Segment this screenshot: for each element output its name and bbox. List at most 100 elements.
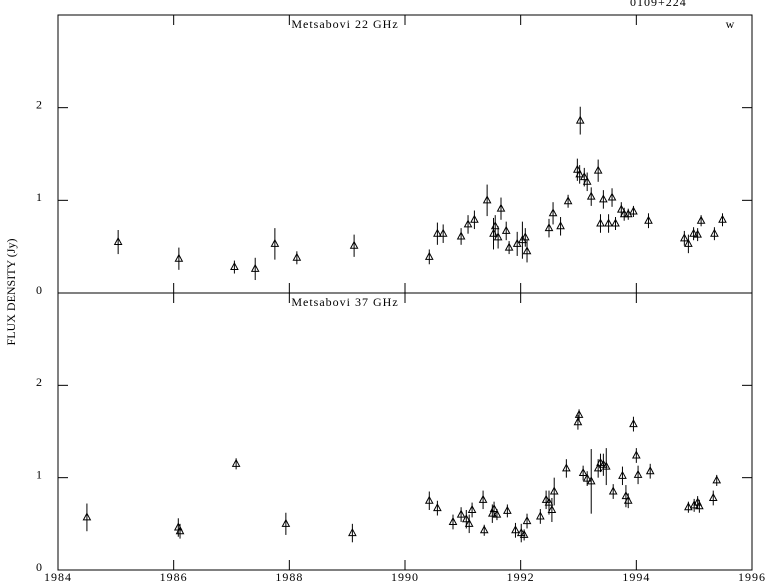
- y-axis-label: FLUX DENSITY (Jy): [4, 239, 18, 346]
- data-point: [573, 164, 582, 173]
- data-point: [604, 218, 613, 227]
- data-point: [461, 514, 471, 523]
- x-tick-label: 1994: [622, 570, 650, 584]
- data-point: [631, 450, 641, 459]
- data-point: [230, 261, 239, 271]
- data-point: [535, 511, 545, 520]
- panel-title: Metsabovi 37 GHz: [291, 295, 398, 309]
- data-point: [544, 223, 554, 232]
- data-point: [547, 504, 557, 513]
- data-point: [496, 203, 506, 212]
- data-point: [679, 233, 689, 242]
- data-point: [616, 204, 626, 213]
- data-point: [478, 494, 488, 503]
- data-point: [519, 529, 529, 538]
- data-point: [578, 467, 588, 477]
- data-point: [281, 518, 291, 527]
- data-point: [489, 504, 499, 513]
- source-label: 0109+224: [630, 0, 687, 9]
- y-tick-label: 2: [36, 375, 42, 389]
- data-point: [621, 491, 631, 500]
- y-tick-label: 0: [36, 560, 42, 574]
- data-point: [708, 492, 718, 501]
- data-point: [593, 165, 603, 174]
- data-point: [696, 215, 706, 224]
- data-point: [522, 246, 532, 255]
- data-point: [601, 461, 611, 470]
- data-point: [710, 228, 719, 237]
- data-point: [493, 232, 503, 241]
- data-point: [175, 526, 185, 535]
- data-point: [456, 231, 466, 240]
- data-point: [424, 495, 434, 504]
- data-point: [562, 463, 571, 472]
- data-point: [629, 419, 638, 428]
- data-point: [464, 518, 474, 527]
- data-point: [549, 486, 559, 495]
- x-tick-label: 1988: [275, 570, 303, 584]
- data-point: [633, 469, 643, 478]
- data-point: [629, 206, 638, 215]
- x-tick-label: 1984: [44, 570, 72, 584]
- data-point: [718, 214, 727, 223]
- data-point: [479, 525, 489, 534]
- y-tick-label: 2: [36, 97, 42, 111]
- data-point: [541, 494, 551, 503]
- data-point: [250, 263, 260, 272]
- y-tick-label: 0: [36, 283, 42, 297]
- data-point: [522, 516, 532, 525]
- data-point: [586, 476, 596, 485]
- data-point: [492, 509, 502, 518]
- data-point: [689, 228, 698, 237]
- data-point: [607, 192, 617, 201]
- data-point: [684, 238, 693, 247]
- data-point: [433, 503, 442, 512]
- data-point: [490, 221, 500, 230]
- data-point: [501, 225, 511, 234]
- x-tick-label: 1990: [391, 570, 419, 584]
- data-point: [348, 528, 357, 537]
- data-point: [695, 501, 704, 510]
- data-point: [470, 214, 479, 223]
- data-point: [174, 253, 184, 262]
- data-point: [563, 196, 573, 205]
- data-point: [231, 458, 241, 467]
- data-point: [599, 194, 608, 203]
- data-point: [548, 208, 558, 217]
- data-point: [596, 218, 605, 227]
- data-point: [574, 409, 584, 418]
- data-point: [113, 236, 123, 246]
- data-point: [579, 172, 589, 181]
- data-point: [349, 240, 359, 249]
- data-point: [644, 215, 653, 224]
- data-point: [544, 497, 554, 506]
- panel-flag: w: [726, 17, 735, 31]
- x-tick-label: 1986: [160, 570, 188, 584]
- data-point: [573, 417, 583, 426]
- data-point: [575, 115, 585, 124]
- data-point: [482, 195, 492, 204]
- data-point: [504, 242, 514, 251]
- data-point: [645, 466, 655, 475]
- data-point: [467, 504, 477, 513]
- data-point: [520, 232, 530, 241]
- data-point: [608, 486, 618, 495]
- data-point: [684, 502, 693, 511]
- data-point: [618, 470, 627, 479]
- data-point: [556, 221, 565, 230]
- data-point: [693, 229, 702, 238]
- data-point: [582, 473, 592, 482]
- data-point: [586, 191, 596, 200]
- y-tick-label: 1: [36, 467, 42, 481]
- data-point: [623, 495, 633, 504]
- data-point: [463, 219, 473, 228]
- data-point: [270, 238, 280, 247]
- data-point: [582, 176, 592, 185]
- data-point: [503, 505, 512, 514]
- data-point: [712, 475, 722, 484]
- data-point: [448, 516, 458, 525]
- y-tick-label: 1: [36, 190, 42, 204]
- x-tick-label: 1996: [738, 570, 766, 584]
- data-point: [438, 228, 448, 237]
